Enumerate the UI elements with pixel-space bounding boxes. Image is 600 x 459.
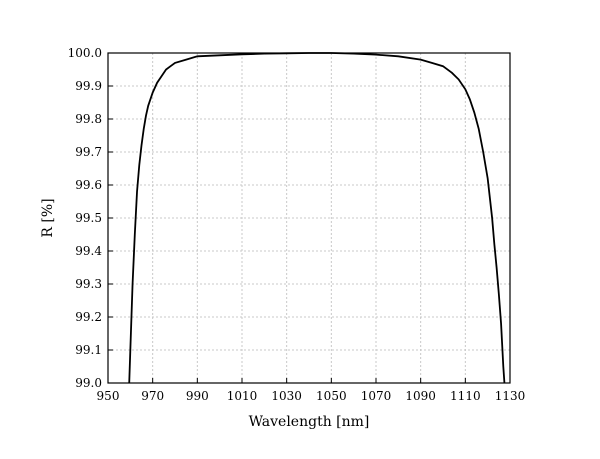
y-tick-label: 99.4 (75, 244, 102, 258)
y-tick-label: 99.2 (75, 310, 102, 324)
y-axis: 99.0 99.1 99.2 99.3 99.4 99.5 99.6 99.7 99.8 99.9… (68, 46, 113, 390)
grid (108, 53, 510, 383)
y-tick-label: 99.5 (75, 211, 102, 225)
y-tick-label: 99.9 (75, 79, 102, 93)
y-tick-label: 100.0 (68, 46, 102, 60)
x-axis-title: Wavelength [nm] (249, 414, 370, 430)
x-tick-label: 950 (97, 389, 120, 403)
y-tick-label: 99.8 (75, 112, 102, 126)
x-tick-label: 1010 (227, 389, 258, 403)
x-tick-label: 1050 (316, 389, 347, 403)
x-tick-label: 990 (186, 389, 209, 403)
y-tick-label: 99.1 (75, 343, 102, 357)
y-tick-label: 99.6 (75, 178, 102, 192)
x-tick-label: 1030 (271, 389, 302, 403)
y-tick-label: 99.3 (75, 277, 102, 291)
x-tick-label: 1070 (361, 389, 392, 403)
y-tick-label: 99.7 (75, 145, 102, 159)
x-axis: 950 970 990 1010 1030 1050 1070 1090 1110 1130 (97, 378, 526, 403)
y-axis-title: R [%] (40, 198, 56, 237)
x-tick-label: 1130 (495, 389, 526, 403)
y-tick-label: 99.0 (75, 376, 102, 390)
x-tick-label: 1110 (450, 389, 481, 403)
x-tick-label: 970 (141, 389, 164, 403)
x-tick-label: 1090 (405, 389, 436, 403)
